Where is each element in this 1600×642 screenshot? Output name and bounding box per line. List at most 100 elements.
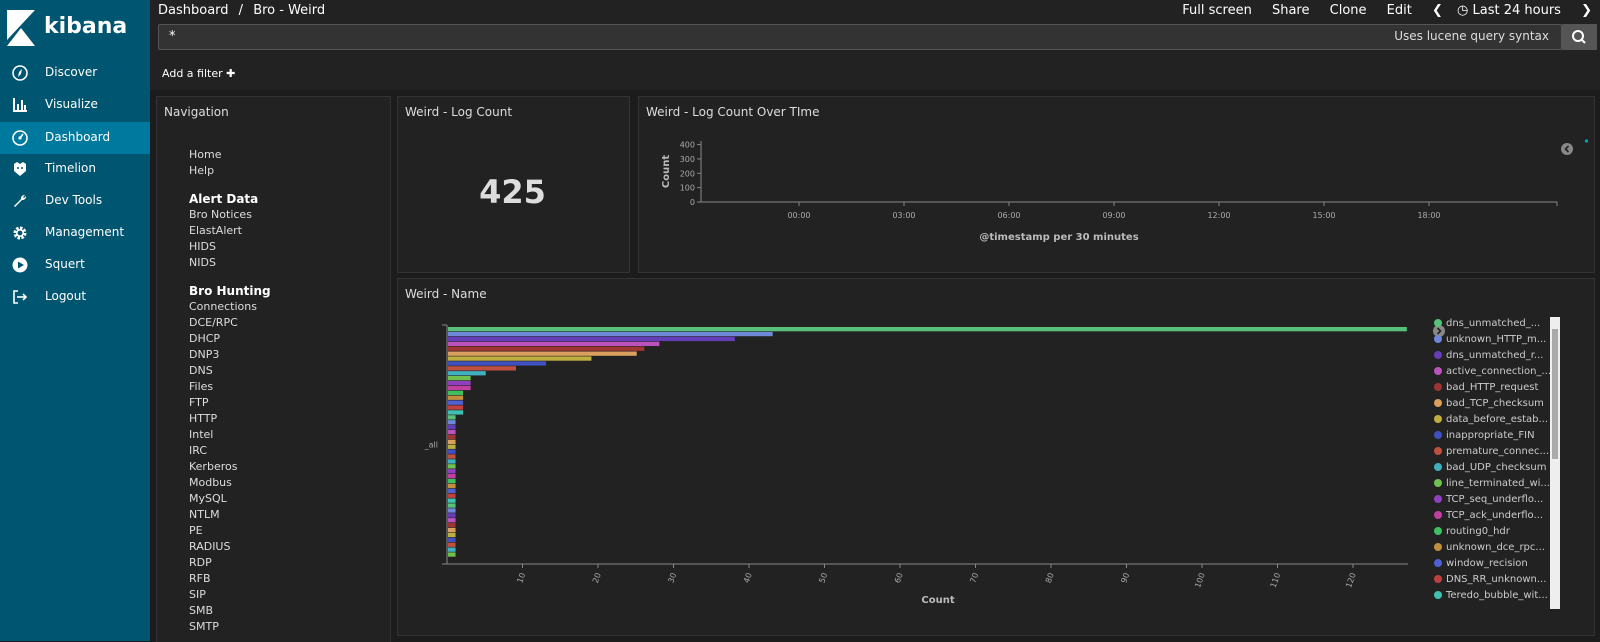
bar[interactable]: [448, 331, 773, 337]
bar[interactable]: [448, 444, 456, 449]
chevron-left-icon[interactable]: ❮: [1431, 3, 1443, 18]
nav-link-intel[interactable]: Intel: [189, 428, 214, 441]
bar[interactable]: [448, 351, 637, 356]
nav-link-irc[interactable]: IRC: [189, 444, 208, 457]
nav-link-ntlm[interactable]: NTLM: [189, 508, 220, 521]
legend-item[interactable]: unknown_HTTP_m...: [1434, 334, 1546, 345]
chevron-right-icon[interactable]: ❯: [1581, 3, 1592, 18]
bar[interactable]: [448, 474, 456, 479]
bar[interactable]: [448, 356, 592, 361]
bar[interactable]: [448, 400, 464, 405]
bar[interactable]: [448, 371, 486, 376]
nav-link-home[interactable]: Home: [189, 148, 222, 161]
nav-link-dns[interactable]: DNS: [189, 364, 213, 377]
sidebar-item-logout[interactable]: Logout: [0, 281, 150, 313]
bar[interactable]: [448, 483, 456, 489]
bar[interactable]: [448, 498, 456, 503]
nav-link-rdp[interactable]: RDP: [189, 556, 212, 569]
add-filter-button[interactable]: Add a filter ✚: [162, 67, 235, 80]
bar[interactable]: [448, 366, 516, 371]
bar[interactable]: [448, 503, 456, 508]
nav-link-dce-rpc[interactable]: DCE/RPC: [189, 316, 238, 329]
expand-legend-icon[interactable]: [1432, 324, 1446, 338]
sidebar-item-visualize[interactable]: Visualize: [0, 89, 150, 121]
sidebar-item-dev-tools[interactable]: Dev Tools: [0, 185, 150, 217]
legend-item[interactable]: data_before_estab...: [1434, 414, 1548, 425]
bar[interactable]: [448, 425, 456, 430]
clone-button[interactable]: Clone: [1329, 3, 1367, 18]
bar[interactable]: [448, 547, 456, 552]
search-input[interactable]: * Uses lucene query syntax: [158, 24, 1562, 50]
collapse-legend-icon[interactable]: [1560, 142, 1574, 156]
legend-item[interactable]: dns_unmatched_r...: [1434, 350, 1543, 361]
legend-item[interactable]: dns_unmatched_...: [1434, 318, 1540, 329]
nav-link-kerberos[interactable]: Kerberos: [189, 460, 238, 473]
nav-link-dhcp[interactable]: DHCP: [189, 332, 221, 345]
bar[interactable]: [448, 459, 456, 464]
bar[interactable]: [448, 327, 1407, 332]
time-picker[interactable]: ◷ Last 24 hours: [1457, 3, 1561, 18]
edit-button[interactable]: Edit: [1386, 3, 1412, 18]
search-button[interactable]: [1562, 24, 1597, 50]
legend-item[interactable]: Teredo_bubble_wit...: [1434, 590, 1548, 601]
bar[interactable]: [448, 341, 660, 346]
search-syntax-hint[interactable]: Uses lucene query syntax: [1394, 29, 1549, 43]
bar[interactable]: [448, 395, 464, 400]
bar[interactable]: [448, 518, 456, 523]
legend-item[interactable]: active_connection_...: [1434, 366, 1550, 377]
bar[interactable]: [448, 493, 456, 498]
legend-item[interactable]: inappropriate_FIN: [1434, 430, 1535, 441]
nav-link-rfb[interactable]: RFB: [189, 572, 211, 585]
bar[interactable]: [448, 361, 547, 366]
legend-scrollbar[interactable]: [1550, 317, 1560, 609]
legend-item[interactable]: TCP_ack_underflo...: [1434, 510, 1543, 521]
legend-item[interactable]: line_terminated_wi...: [1434, 478, 1550, 489]
bar[interactable]: [448, 478, 456, 484]
legend-item[interactable]: bad_TCP_checksum: [1434, 398, 1544, 409]
bar[interactable]: [448, 449, 456, 454]
sidebar-item-discover[interactable]: Discover: [0, 57, 150, 89]
nav-link-connections[interactable]: Connections: [189, 300, 257, 313]
share-button[interactable]: Share: [1271, 3, 1310, 18]
bar[interactable]: [448, 527, 456, 533]
nav-link-smb[interactable]: SMB: [189, 604, 214, 617]
bar[interactable]: [448, 336, 735, 342]
legend-item[interactable]: DNS_RR_unknown...: [1434, 574, 1546, 585]
bar[interactable]: [448, 513, 456, 518]
sidebar-item-dashboard[interactable]: Dashboard: [0, 122, 150, 154]
bar[interactable]: [448, 537, 456, 542]
kibana-logo[interactable]: kibana: [7, 10, 147, 50]
nav-link-smtp[interactable]: SMTP: [189, 620, 219, 633]
bar[interactable]: [448, 390, 464, 395]
full-screen-button[interactable]: Full screen: [1182, 3, 1252, 18]
bar[interactable]: [448, 488, 456, 493]
breadcrumb-dashboard[interactable]: Dashboard: [158, 3, 229, 18]
nav-link-help[interactable]: Help: [189, 164, 215, 177]
nav-link-modbus[interactable]: Modbus: [189, 476, 232, 489]
sidebar-item-management[interactable]: Management: [0, 217, 150, 249]
legend-item[interactable]: TCP_seq_underflo...: [1434, 494, 1543, 505]
bar[interactable]: [448, 454, 456, 459]
bar[interactable]: [448, 380, 471, 386]
sidebar-item-timelion[interactable]: Timelion: [0, 153, 150, 185]
nav-link-elastalert[interactable]: ElastAlert: [189, 224, 242, 237]
bar[interactable]: [448, 439, 456, 444]
bar[interactable]: [448, 552, 456, 557]
nav-link-pe[interactable]: PE: [189, 524, 203, 537]
legend-item[interactable]: routing0_hdr: [1434, 526, 1510, 537]
scrollbar-thumb[interactable]: [1552, 329, 1558, 459]
legend-item[interactable]: unknown_dce_rpc...: [1434, 542, 1545, 553]
nav-link-http[interactable]: HTTP: [189, 412, 218, 425]
legend-item[interactable]: bad_UDP_checksum: [1434, 462, 1546, 473]
bar[interactable]: [448, 464, 456, 469]
nav-link-files[interactable]: Files: [189, 380, 214, 393]
bar[interactable]: [448, 429, 456, 435]
bar[interactable]: [448, 508, 456, 513]
bar[interactable]: [448, 415, 456, 420]
nav-link-dnp3[interactable]: DNP3: [189, 348, 220, 361]
bar[interactable]: [448, 523, 456, 528]
bar[interactable]: [448, 385, 471, 391]
bar[interactable]: [448, 346, 645, 351]
bar[interactable]: [448, 376, 471, 381]
bar[interactable]: [448, 542, 456, 547]
